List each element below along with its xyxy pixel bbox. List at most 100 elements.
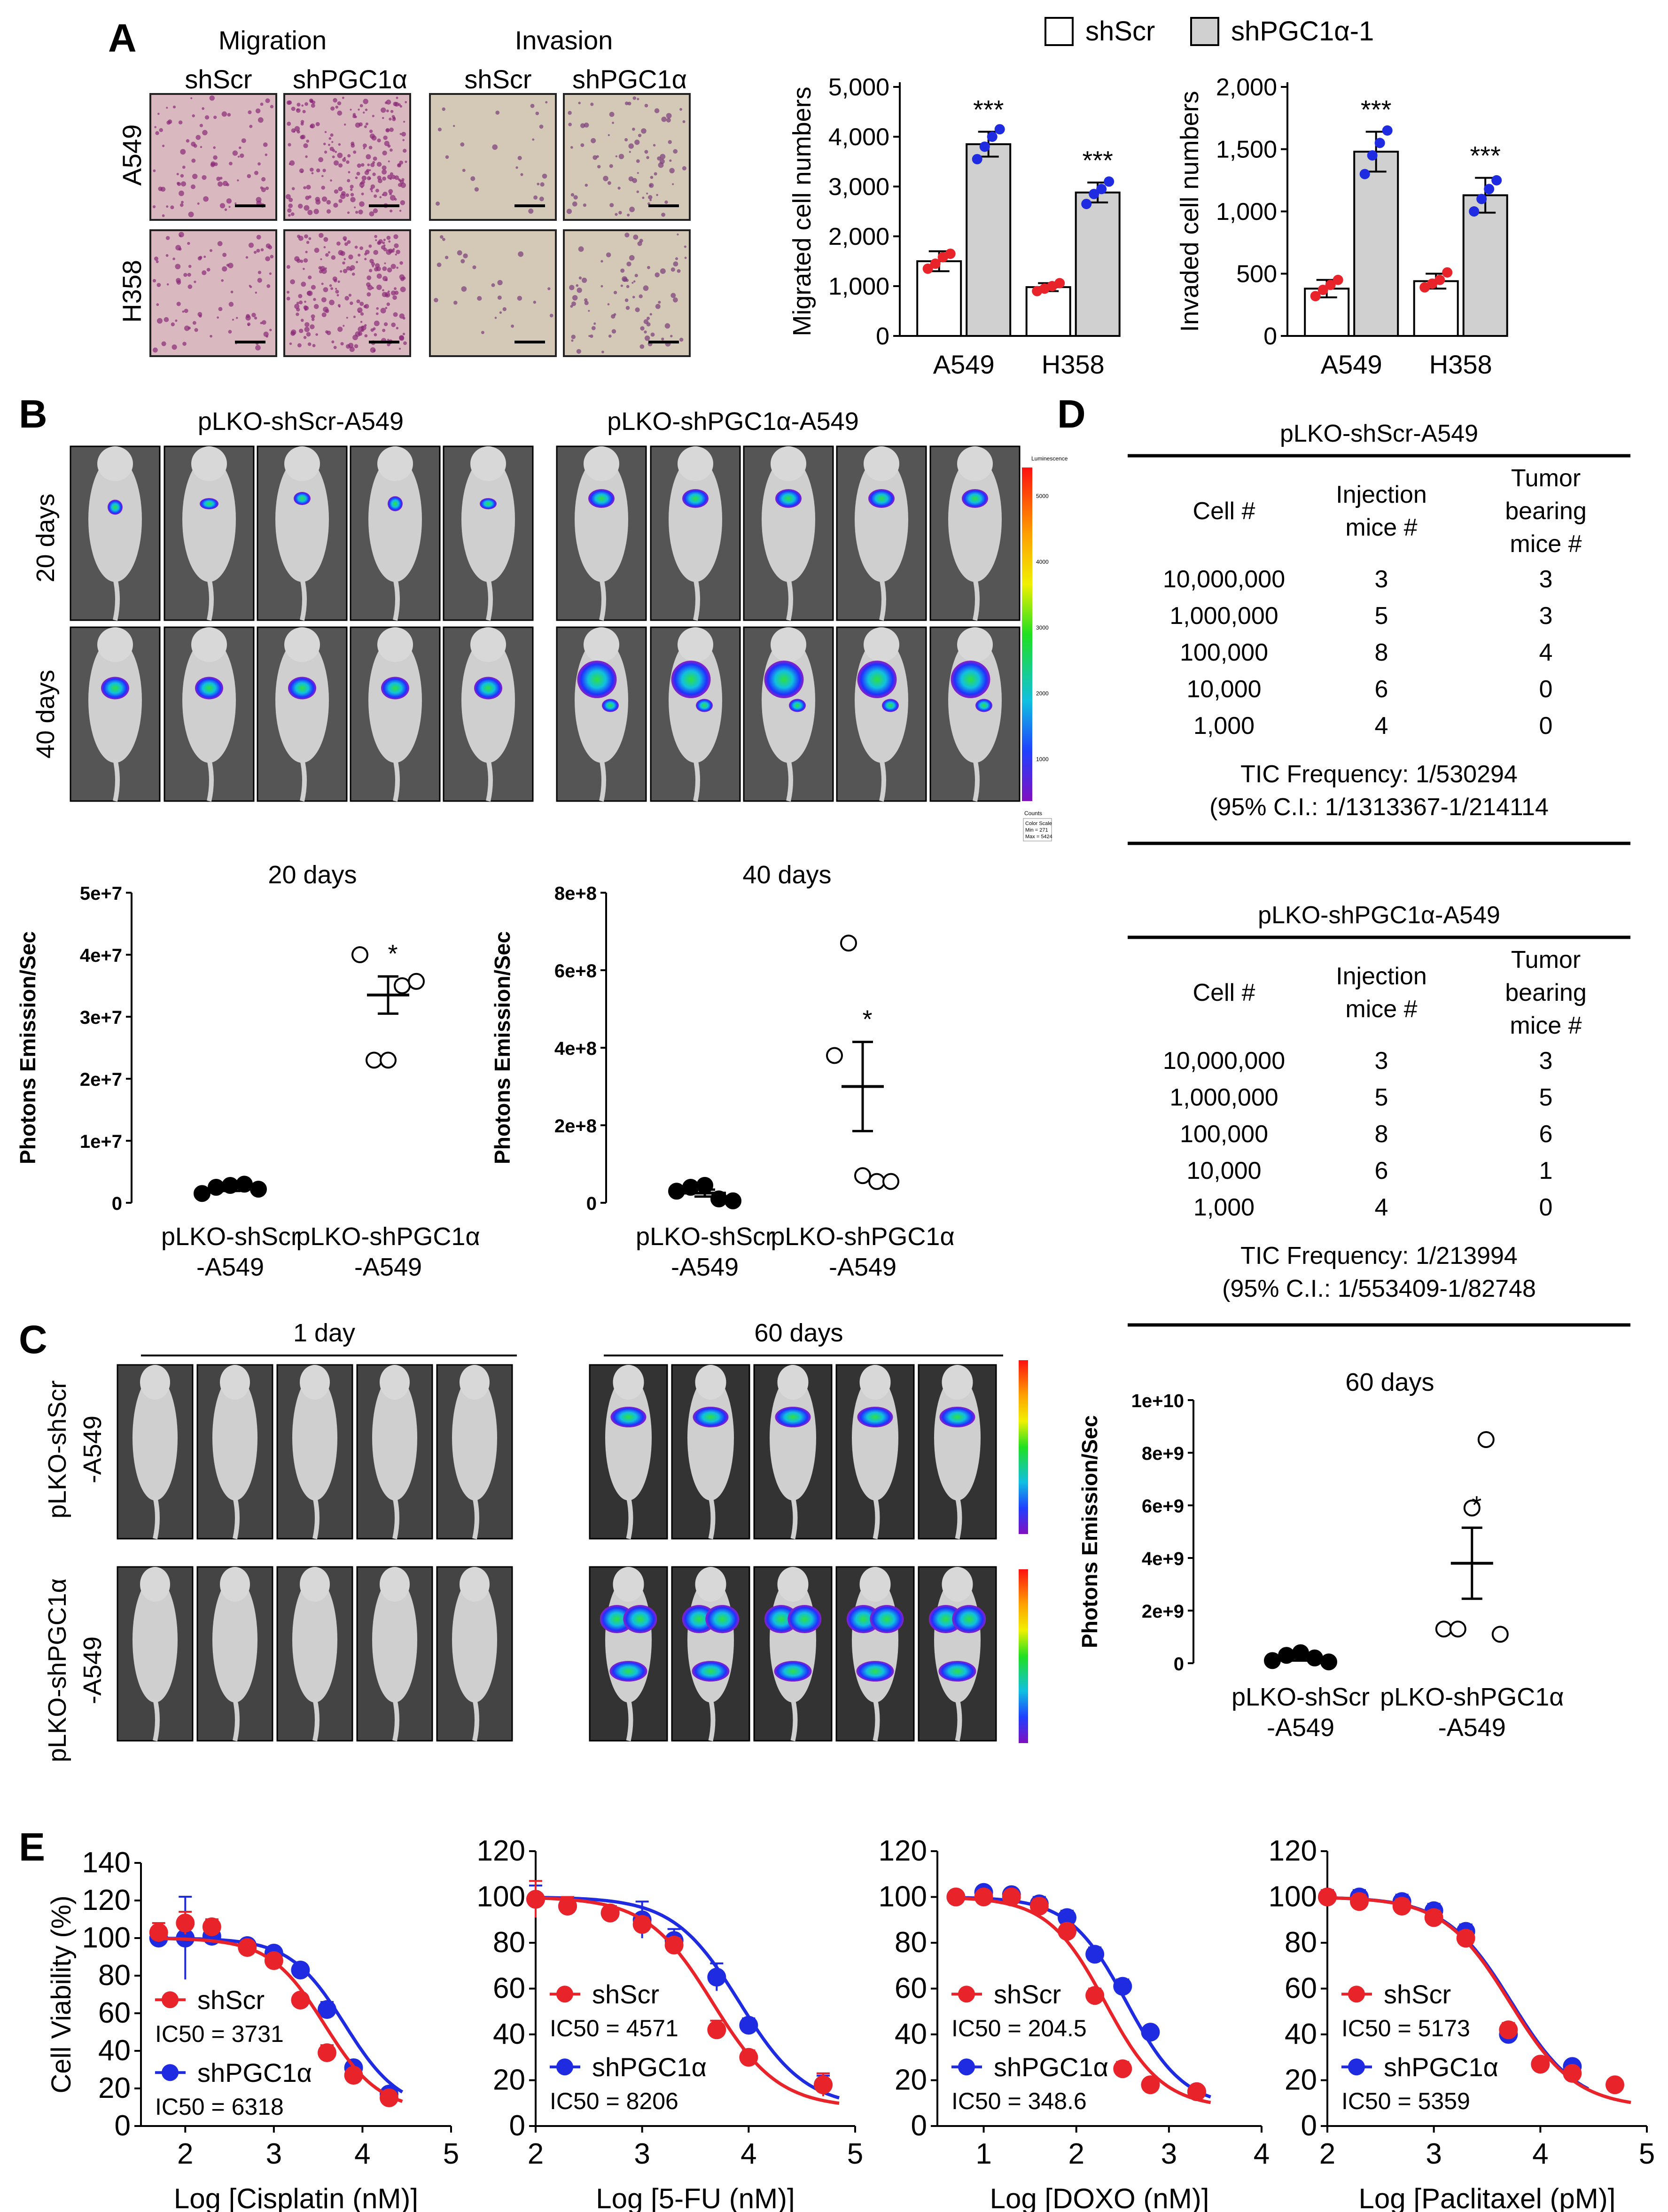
cell-dot bbox=[584, 122, 589, 128]
mouse-tail bbox=[708, 1698, 716, 1742]
cell-dot bbox=[165, 236, 170, 240]
cell-dot bbox=[296, 302, 299, 305]
x-tick-label: 4 bbox=[354, 2138, 370, 2170]
data-point bbox=[1333, 274, 1343, 285]
cell-dot bbox=[260, 322, 263, 325]
cell-dot bbox=[442, 238, 445, 241]
cell-dot bbox=[629, 151, 631, 153]
cell-dot bbox=[226, 264, 229, 267]
cell-dot bbox=[368, 244, 372, 248]
cell-dot bbox=[682, 120, 686, 124]
data-point bbox=[725, 1192, 741, 1209]
cell-dot bbox=[359, 246, 364, 250]
y-axis-label: Cell Viability (%) bbox=[46, 1895, 77, 2093]
data-point bbox=[707, 2020, 726, 2040]
cell-dot bbox=[366, 169, 370, 172]
cell-dot bbox=[590, 102, 594, 106]
data-point bbox=[987, 132, 998, 142]
y-tick-label: 100 bbox=[82, 1922, 131, 1954]
panel-letter-b: B bbox=[19, 392, 47, 436]
cell-dot bbox=[304, 300, 306, 303]
data-point bbox=[194, 1185, 210, 1202]
cell-dot bbox=[288, 197, 293, 203]
y-tick-label: 3,000 bbox=[828, 173, 889, 201]
cell-dot bbox=[171, 344, 177, 350]
mouse-body bbox=[461, 457, 515, 582]
legend-marker bbox=[162, 2064, 179, 2081]
cell-dot bbox=[342, 158, 346, 162]
y-tick-label: 0 bbox=[112, 1193, 122, 1214]
cell-dot bbox=[338, 163, 343, 168]
mouse-head bbox=[380, 1365, 410, 1400]
cell-dot bbox=[348, 294, 352, 297]
cell-dot bbox=[597, 165, 601, 169]
cell-dot bbox=[354, 206, 356, 209]
cell-dot bbox=[238, 146, 242, 149]
row-label-c2a: pLKO-shPGC1α bbox=[43, 1578, 71, 1762]
cell-dot bbox=[353, 315, 356, 319]
mouse-tail bbox=[790, 1698, 798, 1742]
cell-dot bbox=[492, 144, 498, 150]
mouse-body bbox=[212, 1375, 257, 1501]
cell-dot bbox=[382, 241, 385, 244]
cell-dot bbox=[618, 210, 622, 215]
cell-dot bbox=[335, 105, 339, 109]
bar-shpgc bbox=[1462, 194, 1508, 337]
cell-dot bbox=[306, 241, 310, 244]
cell-dot bbox=[192, 114, 195, 117]
cell-dot bbox=[311, 103, 315, 108]
ic50-label: IC50 = 5173 bbox=[1341, 2015, 1470, 2041]
tumor-count: 3 bbox=[1539, 602, 1553, 630]
colorbar-tick-2: 4000 bbox=[1036, 559, 1049, 565]
cell-dot bbox=[384, 140, 390, 147]
mouse-head bbox=[613, 1365, 644, 1400]
cell-dot bbox=[301, 104, 304, 107]
cell-dot bbox=[394, 198, 397, 201]
cell-dot bbox=[229, 162, 233, 166]
x-tick-label: 1 bbox=[975, 2138, 991, 2170]
mouse-tail bbox=[233, 1698, 240, 1742]
cell-dot bbox=[172, 257, 175, 260]
cell-dot bbox=[383, 135, 388, 140]
luminescence-signal bbox=[682, 489, 709, 508]
cell-dot bbox=[289, 342, 292, 345]
cell-dot bbox=[329, 284, 332, 287]
cell-dot bbox=[655, 272, 660, 278]
cell-dot bbox=[315, 333, 318, 336]
cell-dot bbox=[330, 287, 334, 290]
cell-dot bbox=[343, 258, 346, 260]
cell-dot bbox=[202, 107, 205, 110]
mouse-head bbox=[377, 446, 413, 481]
cell-dot bbox=[221, 111, 227, 117]
cell-dot bbox=[257, 278, 262, 283]
cell-dot bbox=[332, 149, 335, 152]
cell-dot bbox=[585, 183, 588, 187]
cell-dot bbox=[301, 281, 306, 287]
cell-dot bbox=[633, 234, 639, 240]
data-point bbox=[1463, 1499, 1481, 1517]
cell-dot bbox=[517, 296, 522, 301]
cell-dot bbox=[287, 208, 292, 213]
data-point bbox=[250, 1180, 267, 1198]
cell-dot bbox=[654, 172, 657, 176]
cell-dot bbox=[582, 277, 587, 283]
mouse-tail bbox=[973, 578, 980, 621]
cell-dot bbox=[316, 168, 320, 172]
cell-dot bbox=[393, 312, 398, 317]
cell-dot bbox=[358, 210, 363, 215]
y-axis-label: Invaded cell numbers bbox=[1176, 91, 1204, 332]
y-tick-label: 4e+9 bbox=[1142, 1549, 1184, 1569]
cell-dot bbox=[375, 239, 377, 241]
cell-dot bbox=[570, 193, 575, 197]
cell-dot bbox=[626, 285, 630, 288]
cell-dot bbox=[649, 199, 652, 202]
cell-dot bbox=[222, 266, 227, 272]
mouse-tail bbox=[113, 759, 120, 802]
cell-dot bbox=[571, 335, 576, 339]
cell-dot bbox=[299, 168, 304, 173]
mouse-head bbox=[97, 446, 133, 481]
cell-dot bbox=[580, 143, 585, 147]
data-point bbox=[1113, 1977, 1132, 1996]
cell-dot bbox=[343, 238, 347, 241]
mouse-head bbox=[470, 627, 506, 662]
